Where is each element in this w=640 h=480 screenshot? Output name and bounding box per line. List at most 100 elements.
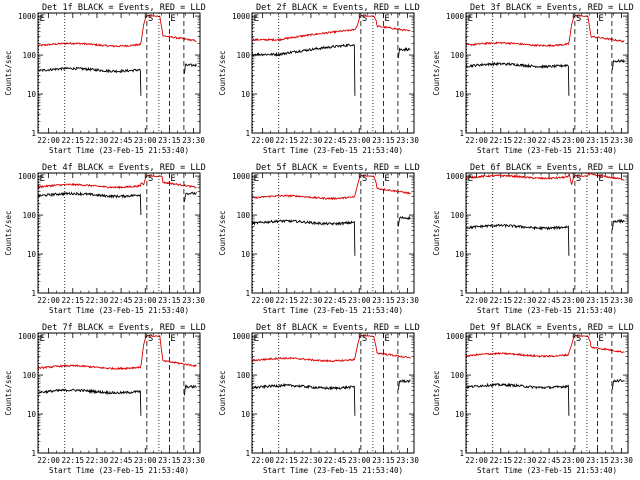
x-tick-label: 23:15 — [586, 296, 609, 305]
y-tick-label: 1 — [31, 289, 36, 298]
x-tick-label: 22:45 — [538, 456, 561, 465]
y-tick-label: 10 — [241, 410, 251, 419]
x-tick-label: 22:15 — [489, 296, 512, 305]
plot-data — [38, 334, 197, 416]
y-tick-label: 10 — [455, 250, 465, 259]
x-tick-label: 22:00 — [37, 136, 60, 145]
plot-data — [252, 334, 411, 416]
x-tick-label: 23:15 — [586, 456, 609, 465]
marker-label: E — [170, 14, 175, 24]
y-tick-label: 10 — [241, 90, 251, 99]
marker-label: E — [170, 334, 175, 344]
y-tick-label: 1000 — [18, 172, 37, 181]
series-red-lld — [38, 14, 197, 48]
y-axis-label: Counts/sec — [432, 50, 441, 95]
marker-label: E — [468, 174, 473, 184]
y-tick-label: 10 — [241, 250, 251, 259]
y-tick-label: 10 — [27, 90, 37, 99]
series-black-events — [466, 61, 570, 96]
y-tick-label: 1000 — [232, 332, 251, 341]
y-tick-label: 1 — [31, 449, 36, 458]
x-tick-label: 22:45 — [538, 136, 561, 145]
x-tick-label: 23:15 — [158, 456, 181, 465]
y-tick-label: 1 — [245, 449, 250, 458]
marker-label: E — [254, 14, 259, 24]
y-axis-label: Counts/sec — [218, 50, 227, 95]
y-axis-label: Counts/sec — [4, 370, 13, 415]
x-tick-label: 22:00 — [465, 136, 488, 145]
x-tick-label: 23:30 — [396, 296, 419, 305]
y-tick-label: 1 — [245, 289, 250, 298]
panel-det-1: Det 1f BLACK = Events, RED = LLD 1 10 100 10… — [4, 3, 206, 155]
panel-det-5: Det 5f BLACK = Events, RED = LLD 1 10 100 10… — [218, 163, 420, 315]
marker-label: E — [384, 174, 389, 184]
x-axis-label: Start Time (23-Feb-15 21:53:40) — [49, 306, 189, 315]
x-tick-label: 23:15 — [372, 296, 395, 305]
x-tick-label: 22:30 — [86, 136, 109, 145]
series-red-lld — [252, 334, 411, 363]
y-tick-label: 1000 — [232, 12, 251, 21]
marker-label: S — [148, 14, 153, 24]
y-tick-label: 100 — [450, 211, 464, 220]
y-axis-label: Counts/sec — [218, 370, 227, 415]
x-tick-label: 22:45 — [110, 296, 133, 305]
panel-det-8: Det 8f BLACK = Events, RED = LLD 1 10 100 10… — [218, 323, 420, 475]
x-axis-label: Start Time (23-Feb-15 21:53:40) — [263, 306, 403, 315]
x-tick-label: 22:00 — [251, 136, 274, 145]
series-black-events — [183, 384, 197, 396]
x-tick-label: 22:00 — [251, 296, 274, 305]
y-tick-label: 1 — [459, 129, 464, 138]
x-tick-label: 22:45 — [324, 296, 347, 305]
panel-title: Det 1f BLACK = Events, RED = LLD — [42, 3, 206, 13]
x-tick-label: 23:00 — [348, 296, 371, 305]
y-tick-label: 100 — [22, 211, 36, 220]
x-tick-label: 23:30 — [610, 456, 633, 465]
x-tick-label: 23:15 — [158, 296, 181, 305]
series-black-events — [397, 215, 411, 227]
x-tick-label: 23:30 — [182, 296, 205, 305]
series-black-events — [611, 58, 625, 70]
marker-label: S — [362, 334, 367, 344]
y-tick-label: 10 — [27, 410, 37, 419]
plot-data — [466, 14, 625, 96]
marker-label: E — [598, 174, 603, 184]
y-tick-label: 1 — [459, 289, 464, 298]
y-tick-label: 1000 — [446, 332, 465, 341]
y-axis-label: Counts/sec — [4, 50, 13, 95]
y-tick-label: 100 — [236, 371, 250, 380]
y-tick-label: 100 — [236, 211, 250, 220]
series-black-events — [397, 47, 411, 59]
x-tick-label: 23:15 — [372, 456, 395, 465]
marker-label: S — [148, 334, 153, 344]
marker-label: E — [384, 14, 389, 24]
y-tick-label: 1000 — [18, 332, 37, 341]
y-tick-label: 1 — [245, 129, 250, 138]
x-tick-label: 23:30 — [182, 456, 205, 465]
x-tick-label: 22:30 — [514, 296, 537, 305]
panel-det-2: Det 2f BLACK = Events, RED = LLD 1 10 100 10… — [218, 3, 420, 155]
y-tick-label: 10 — [455, 410, 465, 419]
plot-frame — [251, 12, 415, 134]
x-tick-label: 22:30 — [514, 456, 537, 465]
panel-det-9: Det 9f BLACK = Events, RED = LLD 1 10 100 10… — [432, 323, 634, 475]
plot-frame — [37, 12, 201, 134]
series-black-events — [397, 379, 411, 390]
x-tick-label: 22:45 — [324, 456, 347, 465]
y-axis-label: Counts/sec — [218, 210, 227, 255]
x-tick-label: 23:30 — [396, 456, 419, 465]
x-tick-label: 22:00 — [465, 456, 488, 465]
panel-title: Det 2f BLACK = Events, RED = LLD — [256, 3, 420, 13]
panel-det-6: Det 6f BLACK = Events, RED = LLD 1 10 100 10… — [432, 163, 634, 315]
x-axis-label: Start Time (23-Feb-15 21:53:40) — [49, 146, 189, 155]
y-axis-label: Counts/sec — [432, 370, 441, 415]
y-axis-label: Counts/sec — [4, 210, 13, 255]
x-tick-label: 23:30 — [396, 136, 419, 145]
series-black-events — [183, 63, 197, 74]
series-black-events — [611, 378, 625, 390]
x-tick-label: 22:15 — [489, 456, 512, 465]
x-tick-label: 22:15 — [61, 456, 84, 465]
marker-label: E — [40, 14, 45, 24]
x-tick-label: 22:30 — [86, 456, 109, 465]
x-tick-label: 23:15 — [372, 136, 395, 145]
